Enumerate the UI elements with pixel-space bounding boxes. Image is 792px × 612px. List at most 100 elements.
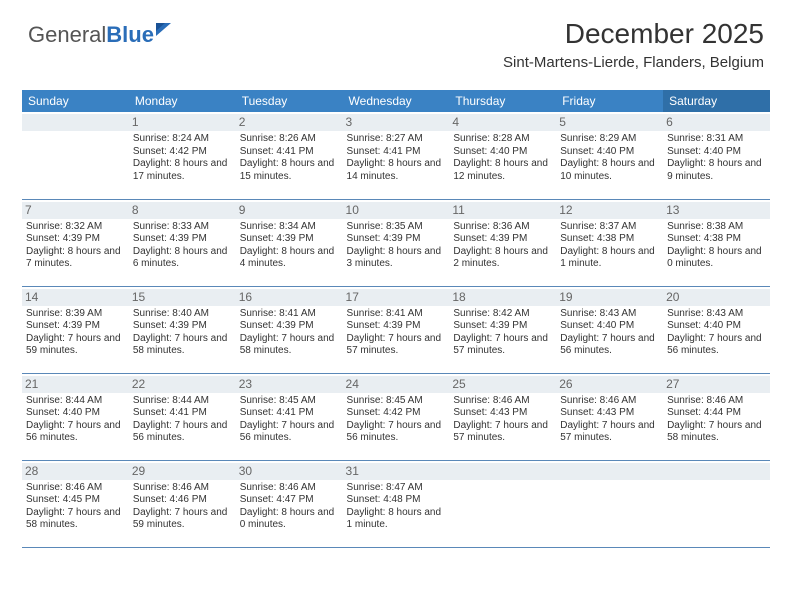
- sunrise-text: Sunrise: 8:46 AM: [240, 482, 339, 495]
- sunset-text: Sunset: 4:45 PM: [26, 494, 125, 507]
- day-cell: 15Sunrise: 8:40 AMSunset: 4:39 PMDayligh…: [129, 286, 236, 373]
- day-cell: 20Sunrise: 8:43 AMSunset: 4:40 PMDayligh…: [663, 286, 770, 373]
- daylight-text: Daylight: 7 hours and 59 minutes.: [26, 333, 125, 358]
- day-number: 8: [129, 202, 236, 219]
- sunset-text: Sunset: 4:41 PM: [133, 407, 232, 420]
- daylight-text: Daylight: 8 hours and 1 minute.: [560, 246, 659, 271]
- sunrise-text: Sunrise: 8:44 AM: [133, 395, 232, 408]
- sunrise-text: Sunrise: 8:36 AM: [453, 221, 552, 234]
- day-number: 22: [129, 376, 236, 393]
- sunset-text: Sunset: 4:41 PM: [240, 407, 339, 420]
- sunset-text: Sunset: 4:40 PM: [560, 146, 659, 159]
- sunset-text: Sunset: 4:39 PM: [240, 233, 339, 246]
- day-number: 10: [343, 202, 450, 219]
- sunset-text: Sunset: 4:42 PM: [133, 146, 232, 159]
- day-number: 26: [556, 376, 663, 393]
- daylight-text: Daylight: 8 hours and 15 minutes.: [240, 158, 339, 183]
- daylight-text: Daylight: 8 hours and 7 minutes.: [26, 246, 125, 271]
- sunset-text: Sunset: 4:48 PM: [347, 494, 446, 507]
- day-number: 30: [236, 463, 343, 480]
- daylight-text: Daylight: 7 hours and 59 minutes.: [133, 507, 232, 532]
- day-number: 18: [449, 289, 556, 306]
- sunrise-text: Sunrise: 8:32 AM: [26, 221, 125, 234]
- day-number: 2: [236, 114, 343, 131]
- sunset-text: Sunset: 4:40 PM: [560, 320, 659, 333]
- dow-monday: Monday: [129, 90, 236, 112]
- day-cell: 22Sunrise: 8:44 AMSunset: 4:41 PMDayligh…: [129, 373, 236, 460]
- dow-thursday: Thursday: [449, 90, 556, 112]
- sunset-text: Sunset: 4:39 PM: [453, 320, 552, 333]
- day-cell: [22, 112, 129, 199]
- sunrise-text: Sunrise: 8:29 AM: [560, 133, 659, 146]
- sunrise-text: Sunrise: 8:46 AM: [453, 395, 552, 408]
- daylight-text: Daylight: 8 hours and 9 minutes.: [667, 158, 766, 183]
- sunset-text: Sunset: 4:47 PM: [240, 494, 339, 507]
- day-cell: 29Sunrise: 8:46 AMSunset: 4:46 PMDayligh…: [129, 460, 236, 547]
- dow-sunday: Sunday: [22, 90, 129, 112]
- sunset-text: Sunset: 4:39 PM: [347, 320, 446, 333]
- daylight-text: Daylight: 8 hours and 1 minute.: [347, 507, 446, 532]
- day-number: 5: [556, 114, 663, 131]
- sunset-text: Sunset: 4:46 PM: [133, 494, 232, 507]
- day-cell: 10Sunrise: 8:35 AMSunset: 4:39 PMDayligh…: [343, 199, 450, 286]
- dow-wednesday: Wednesday: [343, 90, 450, 112]
- sunset-text: Sunset: 4:38 PM: [667, 233, 766, 246]
- daylight-text: Daylight: 7 hours and 57 minutes.: [453, 420, 552, 445]
- calendar-week-row: 14Sunrise: 8:39 AMSunset: 4:39 PMDayligh…: [22, 286, 770, 373]
- sunrise-text: Sunrise: 8:28 AM: [453, 133, 552, 146]
- day-cell: [663, 460, 770, 547]
- day-cell: 8Sunrise: 8:33 AMSunset: 4:39 PMDaylight…: [129, 199, 236, 286]
- daylight-text: Daylight: 8 hours and 14 minutes.: [347, 158, 446, 183]
- day-number: 3: [343, 114, 450, 131]
- day-cell: 3Sunrise: 8:27 AMSunset: 4:41 PMDaylight…: [343, 112, 450, 199]
- daylight-text: Daylight: 7 hours and 56 minutes.: [240, 420, 339, 445]
- daylight-text: Daylight: 7 hours and 58 minutes.: [240, 333, 339, 358]
- day-cell: 11Sunrise: 8:36 AMSunset: 4:39 PMDayligh…: [449, 199, 556, 286]
- sunrise-text: Sunrise: 8:34 AM: [240, 221, 339, 234]
- daylight-text: Daylight: 7 hours and 57 minutes.: [453, 333, 552, 358]
- sunset-text: Sunset: 4:39 PM: [240, 320, 339, 333]
- sunrise-text: Sunrise: 8:44 AM: [26, 395, 125, 408]
- day-cell: 18Sunrise: 8:42 AMSunset: 4:39 PMDayligh…: [449, 286, 556, 373]
- day-cell: 31Sunrise: 8:47 AMSunset: 4:48 PMDayligh…: [343, 460, 450, 547]
- sunrise-text: Sunrise: 8:43 AM: [560, 308, 659, 321]
- calendar-week-row: 28Sunrise: 8:46 AMSunset: 4:45 PMDayligh…: [22, 460, 770, 547]
- daylight-text: Daylight: 7 hours and 58 minutes.: [667, 420, 766, 445]
- sunrise-text: Sunrise: 8:40 AM: [133, 308, 232, 321]
- logo-text: GeneralBlue: [28, 22, 154, 48]
- sunset-text: Sunset: 4:40 PM: [667, 320, 766, 333]
- sunrise-text: Sunrise: 8:38 AM: [667, 221, 766, 234]
- sunset-text: Sunset: 4:39 PM: [26, 233, 125, 246]
- day-cell: [556, 460, 663, 547]
- sunrise-text: Sunrise: 8:33 AM: [133, 221, 232, 234]
- day-cell: 4Sunrise: 8:28 AMSunset: 4:40 PMDaylight…: [449, 112, 556, 199]
- day-number-empty: [449, 463, 556, 480]
- dow-friday: Friday: [556, 90, 663, 112]
- day-cell: 7Sunrise: 8:32 AMSunset: 4:39 PMDaylight…: [22, 199, 129, 286]
- day-number: 23: [236, 376, 343, 393]
- day-cell: 27Sunrise: 8:46 AMSunset: 4:44 PMDayligh…: [663, 373, 770, 460]
- daylight-text: Daylight: 7 hours and 56 minutes.: [26, 420, 125, 445]
- location-text: Sint-Martens-Lierde, Flanders, Belgium: [503, 54, 764, 71]
- daylight-text: Daylight: 8 hours and 3 minutes.: [347, 246, 446, 271]
- sunset-text: Sunset: 4:39 PM: [133, 320, 232, 333]
- sunset-text: Sunset: 4:40 PM: [26, 407, 125, 420]
- day-number-empty: [663, 463, 770, 480]
- sunrise-text: Sunrise: 8:47 AM: [347, 482, 446, 495]
- sunset-text: Sunset: 4:39 PM: [347, 233, 446, 246]
- day-number: 19: [556, 289, 663, 306]
- day-number: 6: [663, 114, 770, 131]
- day-number-empty: [22, 114, 129, 131]
- sunset-text: Sunset: 4:39 PM: [133, 233, 232, 246]
- sunset-text: Sunset: 4:39 PM: [26, 320, 125, 333]
- day-number: 20: [663, 289, 770, 306]
- dow-row: Sunday Monday Tuesday Wednesday Thursday…: [22, 90, 770, 112]
- logo-word2: Blue: [106, 22, 154, 47]
- daylight-text: Daylight: 7 hours and 57 minutes.: [560, 420, 659, 445]
- day-cell: 16Sunrise: 8:41 AMSunset: 4:39 PMDayligh…: [236, 286, 343, 373]
- day-cell: 14Sunrise: 8:39 AMSunset: 4:39 PMDayligh…: [22, 286, 129, 373]
- sunrise-text: Sunrise: 8:43 AM: [667, 308, 766, 321]
- day-number: 9: [236, 202, 343, 219]
- day-number: 13: [663, 202, 770, 219]
- daylight-text: Daylight: 8 hours and 10 minutes.: [560, 158, 659, 183]
